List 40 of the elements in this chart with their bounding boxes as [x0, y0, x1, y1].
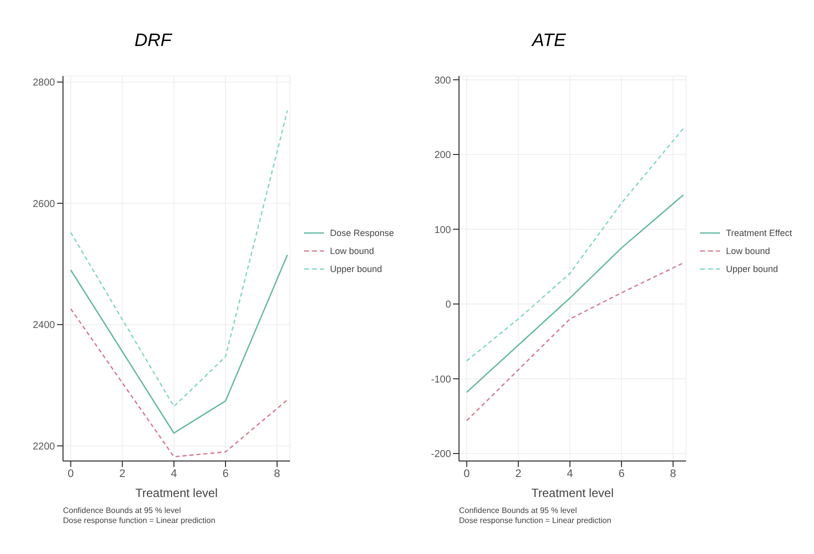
y-tick-label: 2600 — [32, 198, 56, 210]
chart-title: DRF — [134, 30, 174, 52]
x-axis-title: Treatment level — [531, 486, 614, 500]
x-tick-label: 0 — [68, 468, 74, 480]
chart-title: ATE — [530, 30, 567, 52]
y-tick-label: 0 — [445, 300, 452, 311]
y-tick-label: 200 — [434, 150, 452, 162]
text: Confidence Bounds at 95 % level — [459, 506, 578, 516]
text: Confidence Bounds at 95 % level — [63, 506, 182, 516]
x-tick-label: 2 — [515, 468, 522, 480]
x-tick-label: 8 — [274, 468, 280, 480]
legend-label: Upper bound — [330, 264, 382, 274]
x-tick-label: 2 — [119, 468, 126, 480]
legend-label: Dose Response — [330, 228, 394, 238]
y-tick-label: 100 — [434, 224, 452, 236]
line-series — [70, 254, 288, 434]
x-tick-label: 4 — [566, 468, 573, 480]
x-tick-label: 6 — [618, 468, 625, 480]
line-series — [466, 194, 684, 393]
text: Dose response function = Linear prediction — [63, 516, 216, 526]
legend-label: Low bound — [330, 246, 374, 256]
line-series — [70, 308, 288, 458]
x-tick-label: 8 — [670, 468, 676, 480]
y-tick-label: 2800 — [32, 78, 56, 89]
legend-label: Treatment Effect — [726, 228, 792, 238]
x-tick-label: 4 — [170, 468, 177, 480]
legend-label: Upper bound — [726, 264, 778, 274]
x-tick-label: 0 — [464, 468, 470, 480]
line-series — [70, 110, 288, 408]
x-tick-label: 6 — [222, 468, 229, 480]
line-series — [466, 128, 684, 362]
y-tick-label: -200 — [430, 449, 452, 460]
line-series — [466, 262, 684, 422]
text: Dose response function = Linear prediction — [459, 516, 612, 526]
legend-label: Low bound — [726, 246, 770, 256]
y-tick-label: 300 — [434, 75, 452, 86]
y-tick-label: 2400 — [32, 320, 56, 332]
y-tick-label: 2200 — [32, 441, 56, 452]
x-axis-title: Treatment level — [135, 486, 218, 500]
y-tick-label: -100 — [430, 374, 452, 386]
